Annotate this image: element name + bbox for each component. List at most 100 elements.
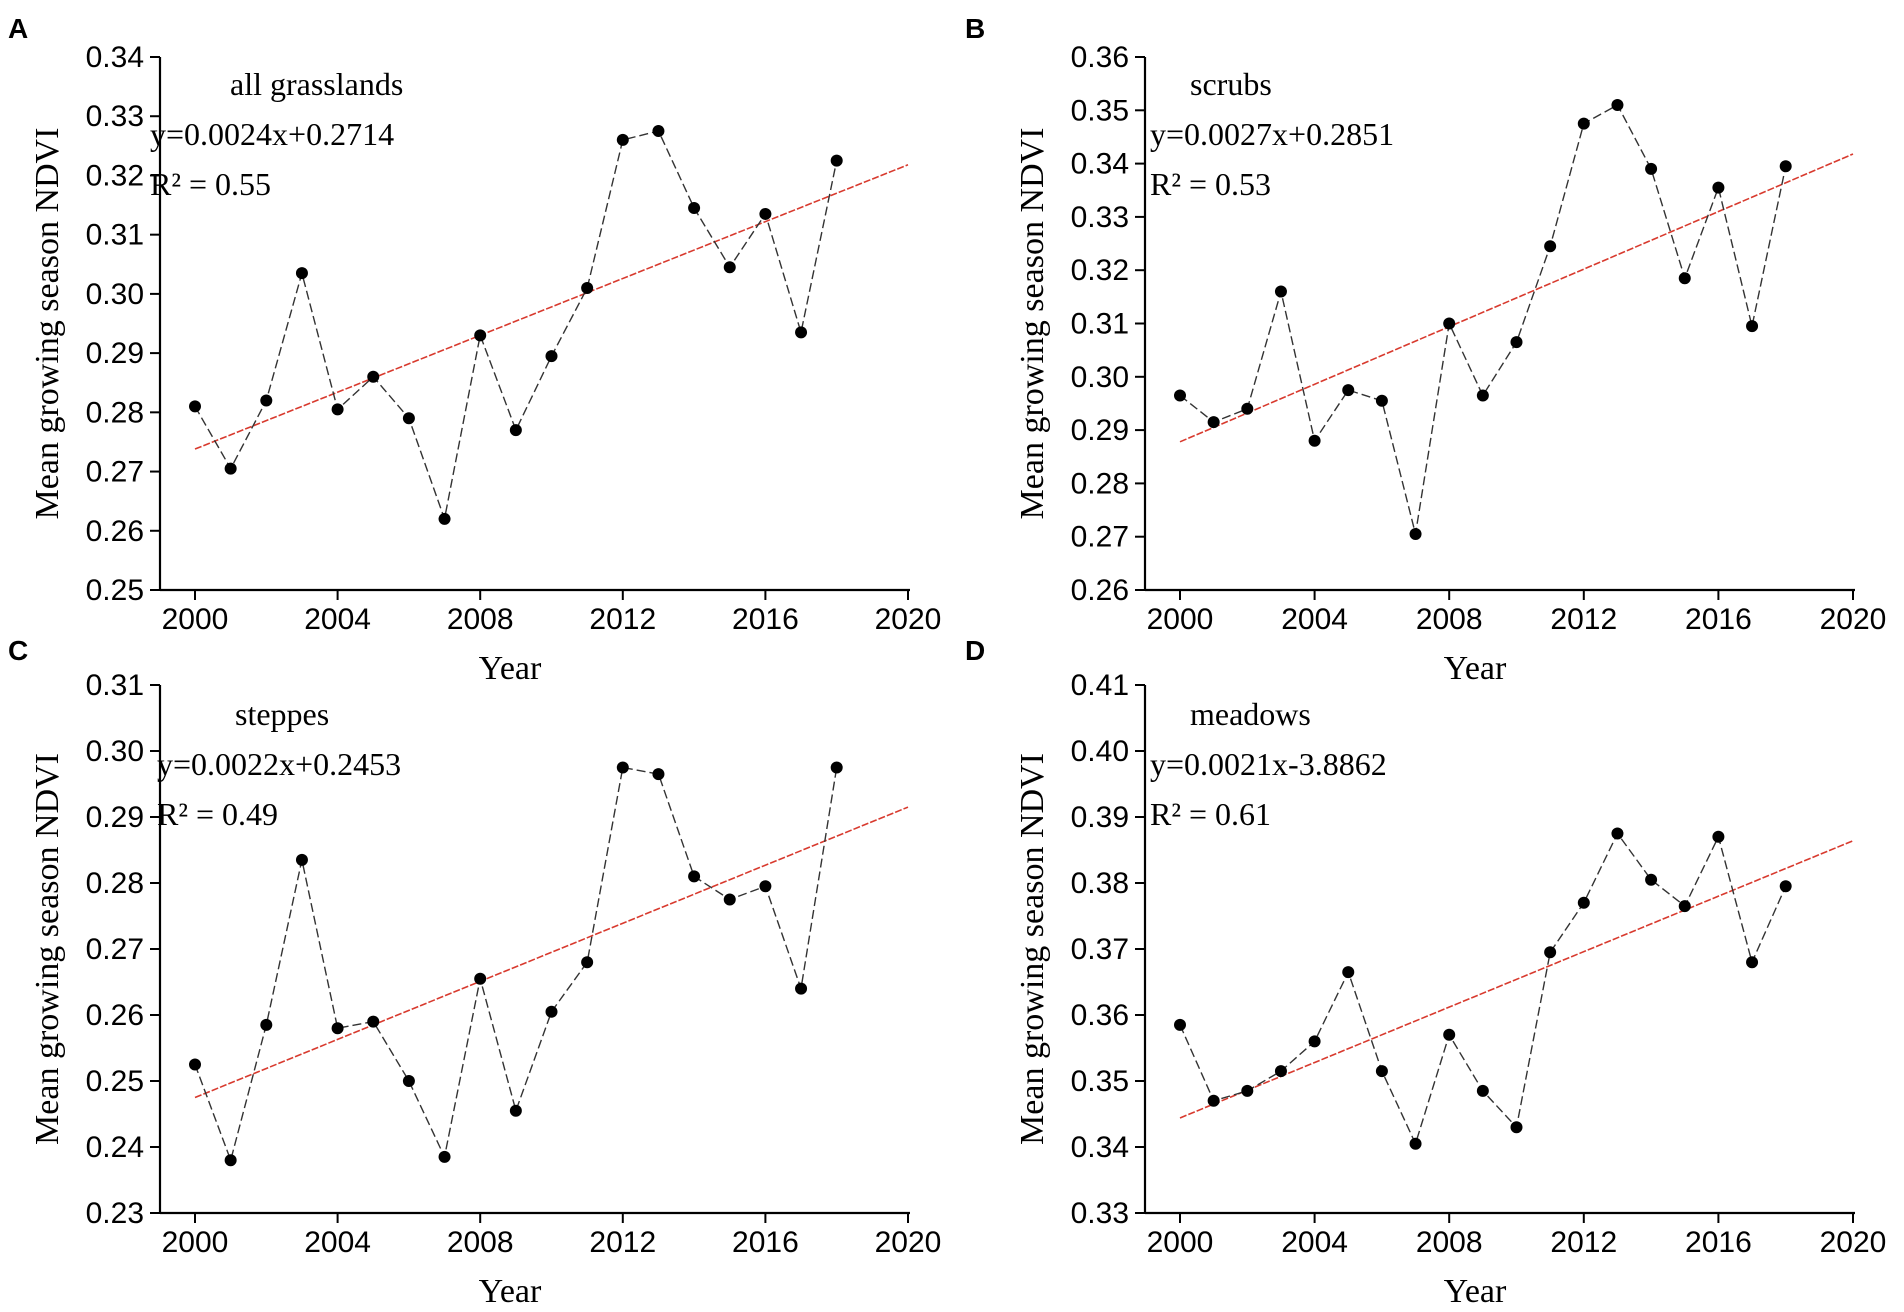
data-point (1779, 160, 1792, 173)
y-tick-label: 0.29 (86, 337, 144, 370)
data-point (1443, 317, 1456, 330)
data-point (1274, 285, 1287, 298)
y-axis-title: Mean growing season NDVI (1014, 753, 1051, 1145)
data-point (1443, 1028, 1456, 1041)
y-tick-label: 0.34 (1071, 1131, 1129, 1164)
series-line (194, 766, 838, 1163)
x-tick-label: 2016 (732, 1226, 799, 1259)
y-tick-label: 0.33 (1071, 1197, 1129, 1230)
data-point (795, 326, 808, 339)
x-tick-label: 2008 (447, 603, 514, 636)
y-tick-label: 0.31 (1071, 308, 1129, 341)
panel-c: C 0.23 0.24 0.25 0.26 0.27 0.28 0.29 0.30 0.31 200… (8, 635, 941, 1310)
data-point (1645, 162, 1658, 175)
y-tick-label: 0.34 (1071, 148, 1129, 181)
y-tick-label: 0.26 (86, 515, 144, 548)
y-tick-label: 0.36 (1071, 41, 1129, 74)
data-point (438, 512, 451, 525)
data-point (367, 1015, 380, 1028)
x-tick-label: 2004 (304, 603, 371, 636)
data-point (295, 853, 308, 866)
data-point (260, 1018, 273, 1031)
x-tick-label: 2000 (162, 603, 229, 636)
data-point (1510, 1121, 1523, 1134)
trend-line (1179, 153, 1854, 443)
x-axis-title: Year (1444, 650, 1507, 687)
y-tick-label: 0.26 (1071, 574, 1129, 607)
data-point (224, 462, 237, 475)
r-squared-label: R² = 0.61 (1150, 796, 1271, 832)
y-tick-label: 0.25 (86, 574, 144, 607)
data-point (1611, 98, 1624, 111)
x-tick-label: 2020 (875, 1226, 942, 1259)
panel-b: B 0.26 0.27 0.28 0.29 0.30 0.31 0.32 0.33 0.34 0.3… (965, 13, 1886, 687)
data-point (1476, 389, 1489, 402)
data-point (616, 761, 629, 774)
data-point (759, 207, 772, 220)
data-point (723, 261, 736, 274)
series-name-label: meadows (1190, 696, 1311, 732)
panel-letter: D (965, 635, 985, 666)
data-point (1577, 896, 1590, 909)
data-point (1678, 900, 1691, 913)
y-axis-title: Mean growing season NDVI (1014, 128, 1051, 520)
y-tick-label: 0.25 (86, 1065, 144, 1098)
data-point (652, 125, 665, 138)
data-point (402, 1075, 415, 1087)
series-line (194, 130, 838, 522)
y-axis-title: Mean growing season NDVI (29, 128, 66, 520)
y-tick-label: 0.32 (86, 159, 144, 192)
data-point (1375, 394, 1388, 407)
data-point (331, 1022, 344, 1035)
y-tick-label: 0.29 (1071, 414, 1129, 447)
x-axis-title: Year (479, 1273, 542, 1310)
x-tick-label: 2000 (162, 1226, 229, 1259)
y-tick-label: 0.36 (1071, 999, 1129, 1032)
y-tick-label: 0.31 (86, 669, 144, 702)
y-tick-label: 0.33 (1071, 201, 1129, 234)
panel-letter: A (8, 13, 28, 44)
data-point (1274, 1065, 1287, 1078)
y-tick-label: 0.27 (86, 456, 144, 489)
y-tick-label: 0.39 (1071, 801, 1129, 834)
panel-letter: B (965, 13, 985, 44)
x-tick-label: 2012 (1550, 603, 1617, 636)
data-point (189, 400, 201, 413)
data-point (1409, 528, 1422, 541)
x-tick-label: 2020 (1820, 1226, 1887, 1259)
data-point (1174, 389, 1186, 402)
series-name-label: all grasslands (230, 66, 403, 102)
data-point (260, 394, 273, 407)
data-point (367, 370, 380, 383)
x-axis-title: Year (1444, 1273, 1507, 1310)
panel-d: D 0.33 0.34 0.35 0.36 0.37 0.38 0.39 0.40 0.41 200… (965, 635, 1886, 1310)
y-tick-label: 0.37 (1071, 933, 1129, 966)
y-tick-label: 0.31 (86, 219, 144, 252)
trend-line (194, 164, 909, 450)
data-point (1779, 880, 1792, 893)
y-tick-label: 0.40 (1071, 735, 1129, 768)
data-point (1207, 1094, 1220, 1107)
y-tick-label: 0.28 (86, 396, 144, 429)
r-squared-label: R² = 0.55 (150, 166, 271, 202)
data-point (402, 412, 415, 425)
data-point (652, 768, 665, 781)
data-point (581, 956, 594, 969)
x-tick-label: 2016 (1685, 603, 1752, 636)
y-tick-label: 0.33 (86, 100, 144, 133)
series-name-label: scrubs (1190, 66, 1272, 102)
x-tick-label: 2016 (732, 603, 799, 636)
data-point (1241, 1084, 1254, 1097)
data-point (474, 972, 487, 985)
x-tick-label: 2012 (589, 1226, 656, 1259)
regression-equation: y=0.0021x-3.8862 (1150, 746, 1387, 782)
x-tick-label: 2008 (1416, 1226, 1483, 1259)
data-point (1342, 966, 1355, 979)
data-point (616, 133, 629, 146)
series-line (1179, 832, 1787, 1146)
data-point (509, 424, 522, 437)
x-tick-label: 2004 (1281, 1226, 1348, 1259)
y-tick-label: 0.41 (1071, 669, 1129, 702)
data-point (1241, 402, 1254, 415)
